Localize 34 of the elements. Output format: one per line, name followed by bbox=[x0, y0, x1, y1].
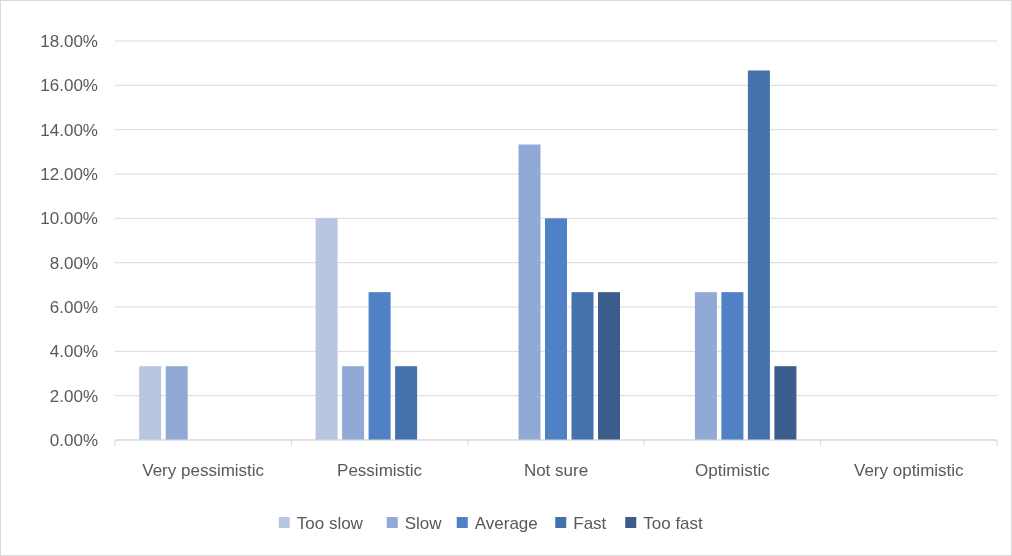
bar bbox=[774, 366, 797, 440]
bar bbox=[165, 366, 188, 440]
bar bbox=[721, 292, 744, 440]
bar bbox=[571, 292, 594, 440]
y-tick-label: 6.00% bbox=[49, 297, 98, 317]
x-tick-label: Optimistic bbox=[695, 461, 771, 480]
y-tick-label: 18.00% bbox=[40, 31, 98, 51]
y-tick-label: 8.00% bbox=[49, 253, 98, 273]
bar bbox=[315, 218, 338, 440]
y-tick-label: 4.00% bbox=[49, 342, 98, 362]
x-tick-label: Pessimistic bbox=[337, 461, 423, 480]
y-tick-label: 10.00% bbox=[40, 209, 98, 229]
legend-label: Too fast bbox=[643, 513, 704, 533]
bar bbox=[598, 292, 620, 440]
legend-label: Too slow bbox=[296, 513, 364, 533]
legend-label: Fast bbox=[573, 513, 607, 533]
bar bbox=[545, 218, 567, 440]
x-tick-label: Very pessimistic bbox=[142, 461, 265, 480]
bar bbox=[694, 292, 717, 440]
legend-label: Average bbox=[474, 513, 538, 533]
y-tick-label: 0.00% bbox=[49, 430, 98, 450]
bar bbox=[139, 366, 162, 440]
legend-label: Slow bbox=[404, 513, 443, 533]
y-tick-label: 16.00% bbox=[40, 76, 98, 96]
bar bbox=[368, 292, 391, 440]
x-tick-label: Not sure bbox=[523, 461, 589, 480]
y-tick-label: 12.00% bbox=[40, 164, 98, 184]
bar bbox=[518, 144, 541, 440]
y-tick-label: 2.00% bbox=[49, 386, 98, 406]
bar bbox=[747, 70, 770, 440]
x-tick-label: Very optimistic bbox=[854, 461, 965, 480]
bar bbox=[342, 366, 365, 440]
y-tick-label: 14.00% bbox=[40, 120, 98, 140]
bar bbox=[395, 366, 418, 440]
